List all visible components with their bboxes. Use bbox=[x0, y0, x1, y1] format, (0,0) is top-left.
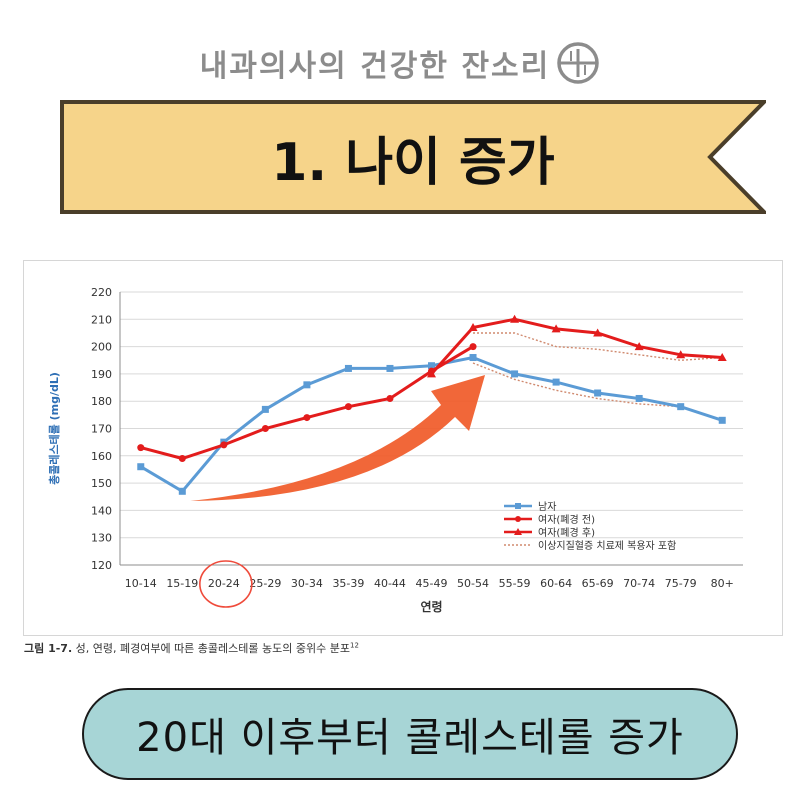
x-tick-label: 20-24 bbox=[208, 577, 240, 590]
data-point bbox=[178, 487, 186, 495]
data-point bbox=[428, 362, 435, 370]
legend-label: 남자 bbox=[538, 501, 556, 513]
data-point bbox=[635, 394, 643, 402]
legend-label: 여자(폐경 후) bbox=[538, 526, 595, 539]
legend-marker bbox=[515, 503, 521, 509]
data-point bbox=[469, 343, 477, 351]
x-tick-label: 25-29 bbox=[249, 577, 281, 590]
data-point bbox=[552, 378, 560, 386]
x-tick-label: 15-19 bbox=[166, 577, 198, 590]
data-point bbox=[468, 322, 478, 331]
data-point bbox=[178, 455, 186, 463]
y-axis-label: 총콜레스테롤 (mg/dL) bbox=[47, 372, 61, 485]
legend-marker bbox=[515, 516, 521, 522]
y-tick-label: 180 bbox=[91, 395, 112, 408]
x-tick-label: 35-39 bbox=[332, 577, 364, 590]
y-tick-label: 170 bbox=[91, 423, 112, 436]
x-tick-label: 50-54 bbox=[457, 577, 489, 590]
header-title-row: 내과의사의 건강한 잔소리 bbox=[0, 38, 800, 88]
line-chart: 120 130 140 150 160 170 180 190 200 210 220 10-14 15… bbox=[47, 286, 743, 614]
y-tick-label: 120 bbox=[91, 559, 112, 572]
data-point bbox=[634, 342, 644, 351]
y-tick-label: 200 bbox=[91, 341, 112, 354]
y-tick-label: 160 bbox=[91, 450, 112, 463]
figure-caption: 그림 1-7. 성, 연령, 폐경여부에 따른 총콜레스테롤 농도의 중위수 분… bbox=[24, 640, 784, 656]
caption-reference: 12 bbox=[349, 641, 359, 650]
legend-label: 이상지질혈증 치료제 복용자 포함 bbox=[538, 539, 676, 552]
y-tick-label: 220 bbox=[91, 286, 112, 299]
data-point bbox=[677, 403, 685, 411]
data-point bbox=[551, 324, 561, 333]
highlight-circle bbox=[199, 560, 253, 608]
legend-marker bbox=[514, 528, 522, 535]
data-point bbox=[303, 414, 311, 422]
y-tick-label: 190 bbox=[91, 368, 112, 381]
data-point bbox=[386, 364, 394, 372]
data-point bbox=[261, 425, 269, 432]
data-point bbox=[303, 381, 311, 389]
data-point bbox=[511, 370, 519, 378]
x-axis-label: 연령 bbox=[420, 599, 442, 614]
data-point bbox=[427, 369, 436, 378]
data-point bbox=[594, 389, 602, 397]
summary-pill: 20대 이후부터 콜레스테롤 증가 bbox=[82, 688, 738, 780]
banner-title: 1. 나이 증가 bbox=[271, 132, 555, 193]
x-tick-label: 40-44 bbox=[374, 577, 406, 590]
caption-text: 성, 연령, 폐경여부에 따른 총콜레스테롤 농도의 중위수 분포 bbox=[72, 642, 350, 655]
logo-icon bbox=[557, 42, 599, 84]
page-title: 내과의사의 건강한 잔소리 bbox=[199, 49, 551, 84]
x-tick-label: 60-64 bbox=[540, 577, 572, 590]
series-line bbox=[430, 317, 723, 375]
data-point bbox=[220, 441, 228, 449]
x-tick-label: 45-49 bbox=[416, 577, 448, 590]
x-tick-label: 55-59 bbox=[499, 577, 531, 590]
legend-label: 여자(폐경 전) bbox=[538, 513, 595, 526]
data-point bbox=[137, 463, 145, 471]
data-point bbox=[261, 405, 269, 413]
y-tick-label: 210 bbox=[91, 313, 112, 326]
x-tick-label: 65-69 bbox=[582, 577, 614, 590]
trend-arrow bbox=[190, 375, 486, 501]
y-tick-label: 150 bbox=[91, 477, 112, 490]
y-tick-label: 130 bbox=[91, 532, 112, 545]
data-point bbox=[717, 353, 727, 362]
caption-figure-label: 그림 1-7. bbox=[24, 642, 73, 655]
data-point bbox=[718, 416, 726, 424]
data-point bbox=[137, 444, 145, 452]
data-point bbox=[510, 314, 520, 323]
data-point bbox=[676, 350, 686, 359]
x-tick-label: 70-74 bbox=[623, 577, 655, 590]
x-tick-label: 75-79 bbox=[665, 577, 697, 590]
data-point bbox=[469, 354, 477, 362]
series-line bbox=[473, 332, 723, 362]
x-tick-label: 10-14 bbox=[125, 577, 157, 590]
data-point bbox=[593, 328, 603, 337]
data-point bbox=[344, 364, 352, 372]
banner-shape bbox=[60, 100, 766, 214]
data-point bbox=[344, 403, 352, 411]
chart-panel: 120 130 140 150 160 170 180 190 200 210 220 10-14 15… bbox=[23, 260, 783, 636]
x-tick-label: 80+ bbox=[711, 577, 734, 590]
x-tick-label: 30-34 bbox=[291, 577, 323, 590]
data-point bbox=[386, 394, 394, 402]
y-tick-label: 140 bbox=[91, 504, 112, 517]
